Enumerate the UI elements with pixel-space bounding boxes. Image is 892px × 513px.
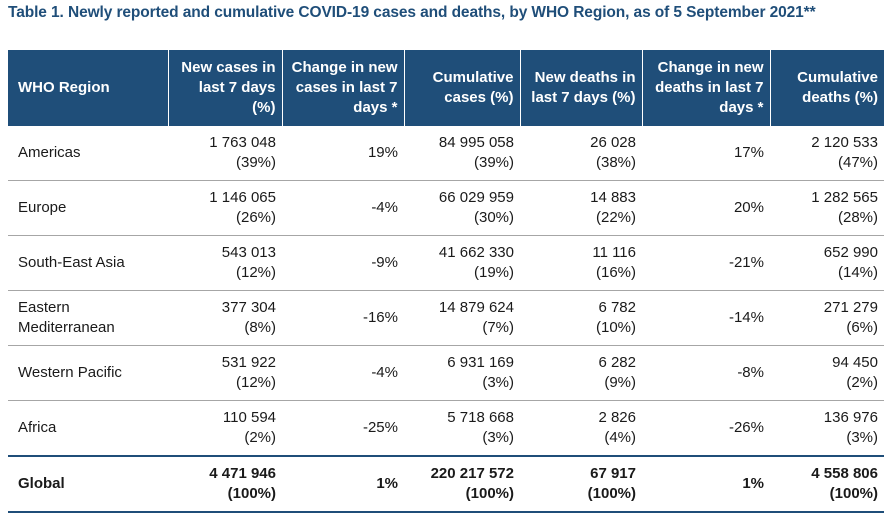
header-region: WHO Region: [8, 50, 168, 126]
cumulative-cases-cell: 66 029 959 (30%): [404, 180, 520, 236]
new-deaths-cell: 67 917 (100%): [520, 455, 642, 513]
change-deaths-cell: 17%: [642, 126, 770, 181]
region-cell: South-East Asia: [8, 235, 168, 291]
region-cell: Europe: [8, 180, 168, 236]
header-change-cases: Change in new cases in last 7 days *: [281, 50, 404, 126]
change-cases-cell: 19%: [282, 126, 404, 181]
region-cell: Western Pacific: [8, 345, 168, 401]
cumulative-cases-cell: 14 879 624 (7%): [404, 290, 520, 346]
new-cases-cell: 543 013 (12%): [168, 235, 282, 291]
table-row: Europe 1 146 065 (26%) -4% 66 029 959 (30%…: [8, 180, 884, 236]
cumulative-deaths-cell: 4 558 806 (100%): [770, 455, 884, 513]
header-cumulative-cases: Cumulative cases (%): [403, 50, 520, 126]
change-deaths-cell: -26%: [642, 400, 770, 457]
change-cases-cell: 1%: [282, 455, 404, 513]
change-deaths-cell: -14%: [642, 290, 770, 346]
region-cell: Africa: [8, 400, 168, 457]
change-deaths-cell: -21%: [642, 235, 770, 291]
cumulative-cases-cell: 41 662 330 (19%): [404, 235, 520, 291]
table-row: Americas 1 763 048 (39%) 19% 84 995 058 (3…: [8, 126, 884, 181]
new-deaths-cell: 14 883 (22%): [520, 180, 642, 236]
cumulative-cases-cell: 84 995 058 (39%): [404, 126, 520, 181]
header-row: WHO Region New cases in last 7 days (%) …: [8, 50, 884, 126]
new-deaths-cell: 6 782 (10%): [520, 290, 642, 346]
region-cell: Eastern Mediterranean: [8, 290, 168, 346]
change-deaths-cell: 20%: [642, 180, 770, 236]
table-row: Western Pacific 531 922 (12%) -4% 6 931 1…: [8, 345, 884, 401]
global-total-row: Global 4 471 946 (100%) 1% 220 217 572 (10…: [8, 455, 884, 513]
covid-table: WHO Region New cases in last 7 days (%) …: [8, 50, 884, 513]
change-cases-cell: -25%: [282, 400, 404, 457]
cumulative-deaths-cell: 652 990 (14%): [770, 235, 884, 291]
header-new-deaths: New deaths in last 7 days (%): [519, 50, 642, 126]
new-cases-cell: 1 763 048 (39%): [168, 126, 282, 181]
change-cases-cell: -9%: [282, 235, 404, 291]
change-deaths-cell: 1%: [642, 455, 770, 513]
cumulative-deaths-cell: 136 976 (3%): [770, 400, 884, 457]
new-deaths-cell: 26 028 (38%): [520, 126, 642, 181]
new-deaths-cell: 11 116 (16%): [520, 235, 642, 291]
change-deaths-cell: -8%: [642, 345, 770, 401]
table-row: South-East Asia 543 013 (12%) -9% 41 662 …: [8, 235, 884, 291]
table-row: Africa 110 594 (2%) -25% 5 718 668 (3%) 2 …: [8, 400, 884, 457]
new-deaths-cell: 6 282 (9%): [520, 345, 642, 401]
header-new-cases: New cases in last 7 days (%): [167, 50, 282, 126]
cumulative-deaths-cell: 1 282 565 (28%): [770, 180, 884, 236]
change-cases-cell: -4%: [282, 180, 404, 236]
region-cell: Americas: [8, 126, 168, 181]
new-cases-cell: 4 471 946 (100%): [168, 455, 282, 513]
new-cases-cell: 377 304 (8%): [168, 290, 282, 346]
cumulative-cases-cell: 5 718 668 (3%): [404, 400, 520, 457]
new-cases-cell: 1 146 065 (26%): [168, 180, 282, 236]
table-row: Eastern Mediterranean 377 304 (8%) -16% 1…: [8, 290, 884, 346]
change-cases-cell: -4%: [282, 345, 404, 401]
new-deaths-cell: 2 826 (4%): [520, 400, 642, 457]
region-cell: Global: [8, 455, 168, 513]
header-cumulative-deaths: Cumulative deaths (%): [769, 50, 884, 126]
cumulative-cases-cell: 220 217 572 (100%): [404, 455, 520, 513]
new-cases-cell: 110 594 (2%): [168, 400, 282, 457]
change-cases-cell: -16%: [282, 290, 404, 346]
cumulative-deaths-cell: 94 450 (2%): [770, 345, 884, 401]
header-change-deaths: Change in new deaths in last 7 days *: [641, 50, 770, 126]
cumulative-deaths-cell: 2 120 533 (47%): [770, 126, 884, 181]
cumulative-cases-cell: 6 931 169 (3%): [404, 345, 520, 401]
cumulative-deaths-cell: 271 279 (6%): [770, 290, 884, 346]
table-caption: Table 1. Newly reported and cumulative C…: [8, 4, 816, 21]
new-cases-cell: 531 922 (12%): [168, 345, 282, 401]
